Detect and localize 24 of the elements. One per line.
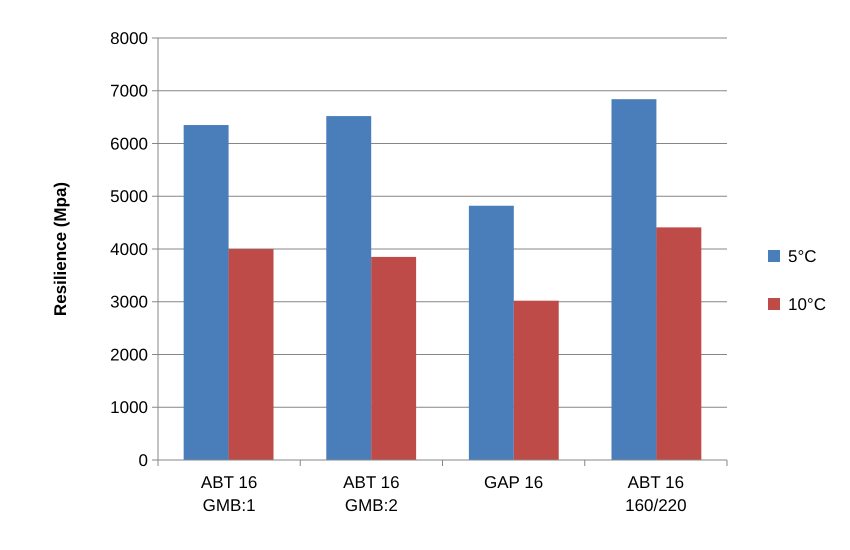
y-tick-label: 7000: [110, 82, 148, 101]
y-tick-label: 4000: [110, 240, 148, 259]
y-tick-label: 2000: [110, 345, 148, 364]
bar: [371, 256, 416, 460]
bar: [611, 99, 656, 460]
y-tick-label: 3000: [110, 292, 148, 312]
y-tick-label: 8000: [110, 28, 148, 48]
bar: [468, 206, 514, 460]
y-tick-label: 0: [138, 450, 148, 470]
y-tick-label: 5000: [110, 187, 148, 206]
y-tick-label: 6000: [110, 134, 148, 154]
bar: [514, 300, 559, 460]
bar: [228, 249, 274, 460]
bar: [326, 116, 372, 460]
x-tick-label: ABT 16 160/220: [625, 473, 687, 515]
y-tick-label: 1000: [110, 398, 148, 418]
x-tick-label: GAP 16: [484, 473, 544, 492]
legend-label: 5°C: [788, 246, 817, 266]
legend-label: 10°C: [788, 294, 826, 314]
x-tick-label: ABT 16 GMB:2: [343, 473, 400, 515]
bar: [184, 125, 229, 460]
x-tick-label: ABT 16 GMB:1: [200, 473, 258, 515]
bar: [656, 227, 702, 460]
y-axis-title: Resilience (Mpa): [51, 182, 70, 316]
